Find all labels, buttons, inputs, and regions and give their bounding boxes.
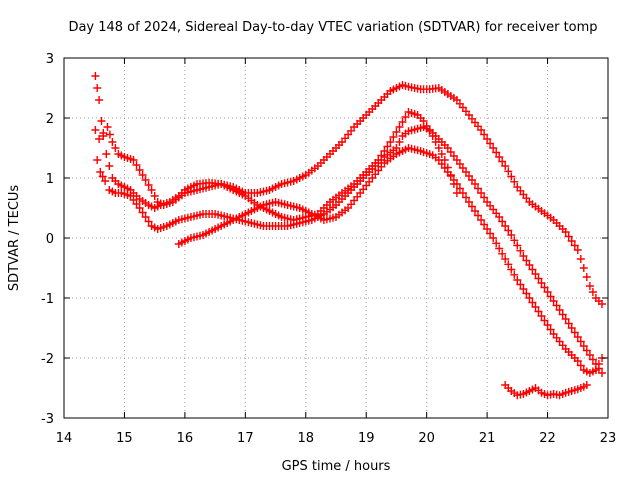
y-tick-label: 3 — [46, 52, 54, 67]
data-series — [91, 72, 606, 400]
x-tick-label: 19 — [358, 431, 375, 446]
x-tick-label: 18 — [298, 431, 315, 446]
y-tick-label: 0 — [46, 232, 54, 247]
chart-title: Day 148 of 2024, Sidereal Day-to-day VTE… — [68, 20, 597, 35]
data-markers — [91, 72, 606, 308]
y-tick-label: 2 — [46, 112, 54, 127]
y-tick-label: -1 — [41, 292, 54, 307]
y-tick-label: -2 — [41, 352, 54, 367]
series-arc-2 — [91, 108, 461, 224]
data-markers — [91, 108, 461, 224]
x-tick-label: 21 — [479, 431, 496, 446]
y-tick-label: 1 — [46, 172, 54, 187]
x-axis-label: GPS time / hours — [282, 459, 391, 474]
x-tick-label: 16 — [177, 431, 194, 446]
grid-lines — [64, 58, 608, 418]
data-markers — [501, 381, 591, 400]
x-tick-label: 20 — [418, 431, 435, 446]
x-tick-label: 23 — [600, 431, 617, 446]
series-arc-1 — [91, 72, 606, 308]
y-axis-label: SDTVAR / TECUs — [7, 185, 22, 292]
x-tick-label: 15 — [116, 431, 133, 446]
series-arc-4 — [174, 144, 606, 377]
x-tick-label: 22 — [539, 431, 556, 446]
x-tick-label: 17 — [237, 431, 254, 446]
y-tick-label: -3 — [41, 412, 54, 427]
data-markers — [93, 123, 606, 377]
x-tick-label: 14 — [56, 431, 73, 446]
data-markers — [174, 144, 606, 377]
series-arc-5 — [501, 381, 591, 400]
series-arc-3 — [93, 123, 606, 377]
